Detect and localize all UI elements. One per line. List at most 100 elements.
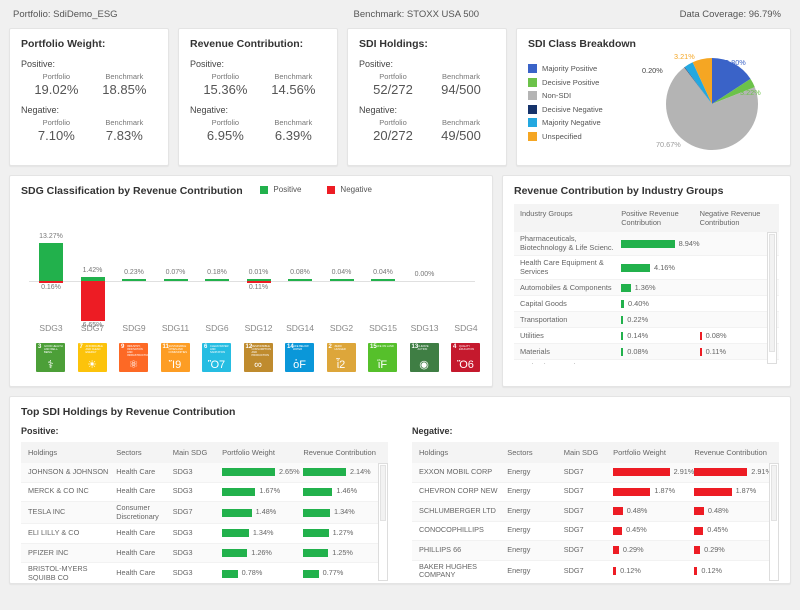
sdg-legend-item[interactable]: Negative	[327, 185, 372, 194]
sdg-goal-4-icon[interactable]: 4 QUALITY EDUCATION Ὅ6	[451, 343, 480, 372]
pie-legend-item[interactable]: Decisive Positive	[528, 76, 636, 90]
value-negative-portfolio: 6.95%	[206, 128, 244, 143]
table-row[interactable]: Utilities 0.14% 0.08%	[514, 328, 779, 345]
pie-legend-item[interactable]: Non-SDI	[528, 89, 636, 103]
value-positive-benchmark: 94/500	[441, 82, 481, 97]
negative-scrollbar[interactable]	[769, 463, 779, 581]
table-row[interactable]: ELI LILLY & CO Health Care SDG3 1.34% 1.27%	[21, 524, 388, 544]
sdg-goal-7-icon[interactable]: 7 AFFORDABLE AND CLEAN ENERGY ☀	[77, 343, 107, 372]
sdg-bar-group[interactable]: 0.04%	[322, 203, 362, 321]
legend-swatch-icon	[528, 118, 537, 128]
pie-value-label: 3.22%	[740, 88, 761, 97]
card-title: SDG Classification by Revenue Contributi…	[21, 185, 243, 197]
table-row[interactable]: EXXON MOBIL CORP Energy SDG7 2.91% 2.91%	[412, 463, 779, 483]
table-row[interactable]: Materials 0.08% 0.11%	[514, 344, 779, 361]
pie-slice[interactable]	[712, 78, 755, 104]
positive-bar	[621, 347, 624, 356]
pie-slice[interactable]	[684, 66, 712, 104]
sdg-category-label: SDG9	[122, 323, 146, 333]
table-row[interactable]: PHILLIPS 66 Energy SDG7 0.29% 0.29%	[412, 541, 779, 561]
sdg-goal-12-icon[interactable]: 12 RESPONSIBLE CONSUMPTION AND PRODUCTION…	[243, 343, 273, 372]
portfolio-weight-cell: 2.91%	[613, 467, 694, 477]
holding-name: PFIZER INC	[28, 547, 69, 557]
table-row[interactable]: SCHLUMBERGER LTD Energy SDG7 0.48% 0.48%	[412, 502, 779, 522]
sdg-goal-15-icon[interactable]: 15 LIFE ON LAND ἳF	[368, 343, 397, 372]
pie-legend-item[interactable]: Decisive Negative	[528, 103, 636, 117]
pie-slice[interactable]	[666, 67, 758, 150]
table-row[interactable]: Health Care Equipment & Services 4.16%	[514, 256, 779, 281]
positive-label: Positive:	[190, 59, 225, 69]
industry-scrollbar-thumb[interactable]	[769, 234, 775, 352]
positive-scrollbar-thumb[interactable]	[380, 465, 386, 521]
table-row[interactable]: TESLA INC Consumer Discretionary SDG7 1.48%…	[21, 502, 388, 525]
table-row[interactable]: Automobiles & Components 1.36%	[514, 280, 779, 297]
negative-bar	[699, 347, 702, 356]
industry-group-name: Technology Hardware & Equipment	[520, 363, 621, 364]
pie-slice[interactable]	[692, 58, 712, 104]
pie-slice[interactable]	[684, 62, 712, 104]
sdg-bar-group[interactable]: 13.27% 0.16%	[31, 203, 71, 321]
holding-name: MERCK & CO INC	[28, 486, 89, 496]
table-row[interactable]: Transportation 0.22%	[514, 312, 779, 329]
sdg-positive-value-label: 0.18%	[207, 269, 227, 276]
table-row[interactable]: CHEVRON CORP NEW Energy SDG7 1.87% 1.87%	[412, 483, 779, 502]
sdg-legend-label: Positive	[273, 185, 302, 194]
industry-scrollbar[interactable]	[767, 232, 777, 364]
holding-name: CHEVRON CORP NEW	[419, 486, 498, 496]
positive-bar	[621, 299, 624, 308]
sdg-goal-14-icon[interactable]: 14 LIFE BELOW WATER ὁF	[285, 343, 314, 372]
table-row[interactable]: Technology Hardware & Equipment0.03%	[514, 360, 779, 364]
table-row[interactable]: MERCK & CO INC Health Care SDG3 1.67% 1.46%	[21, 483, 388, 502]
sdg-bar-group[interactable]: 0.00%	[405, 203, 445, 321]
pie-slice[interactable]	[712, 58, 751, 104]
table-row[interactable]: CONOCOPHILLIPS Energy SDG7 0.45% 0.45%	[412, 522, 779, 541]
sdg-goal-13-icon[interactable]: 13 CLIMATE ACTION ◉	[409, 343, 439, 372]
revenue-contribution-value: 0.45%	[707, 525, 728, 535]
holding-name: EXXON MOBIL CORP	[419, 466, 493, 476]
value-positive-portfolio: 52/272	[373, 82, 413, 97]
sdg-bar-group[interactable]: 0.18%	[197, 203, 237, 321]
portfolio-weight-value: 2.65%	[278, 466, 300, 476]
portfolio-weight-bar	[222, 468, 275, 477]
metric-card-portfolio-weight: Portfolio Weight: Positive: Portfolio Ben…	[9, 28, 169, 166]
sdg-goal-2-icon[interactable]: 2 ZERO HUNGER ἷ2	[326, 343, 356, 372]
portfolio-weight-value: 1.34%	[252, 528, 274, 538]
pie-legend-item[interactable]: Unspecified	[528, 130, 636, 144]
pie-legend-label: Decisive Negative	[542, 104, 603, 114]
table-row[interactable]: Pharmaceuticals, Biotechnology & Life Sc…	[514, 232, 779, 257]
sdg-goal-3-icon[interactable]: 3 GOOD HEALTH AND WELL-BEING ⚕	[36, 343, 65, 372]
sdg-bar-group[interactable]: 0.04%	[363, 203, 403, 321]
positive-scrollbar[interactable]	[378, 463, 388, 581]
sdg-bar-group[interactable]: 0.23%	[114, 203, 154, 321]
sdg-positive-value-label: 0.23%	[124, 269, 144, 276]
sdg-bar-group[interactable]: 0.08%	[280, 203, 320, 321]
table-row[interactable]: BAKER HUGHES COMPANY Energy SDG7 0.12% 0.12%	[412, 561, 779, 582]
portfolio-weight-value: 1.26%	[251, 547, 272, 557]
sdg-bar-group[interactable]	[446, 203, 486, 321]
sdg-bar-group[interactable]: 1.42% 6.65%	[73, 203, 113, 329]
pie-legend-item[interactable]: Majority Negative	[528, 116, 636, 130]
legend-swatch-icon	[528, 64, 537, 74]
industry-group-name: Automobiles & Components	[520, 282, 612, 292]
sdg-bar-group[interactable]: 0.07%	[156, 203, 196, 321]
sdg-goal-6-icon[interactable]: 6 CLEAN WATER AND SANITATION Ὂ7	[202, 343, 231, 372]
table-row[interactable]: JOHNSON & JOHNSON Health Care SDG3 2.65% 2.1…	[21, 463, 388, 483]
table-row[interactable]: PFIZER INC Health Care SDG3 1.26% 1.25%	[21, 543, 388, 564]
sdg-bar-group[interactable]: 0.01% 0.11%	[239, 203, 279, 321]
positive-revenue-cell: 4.16%	[621, 263, 699, 272]
portfolio-weight-bar	[613, 487, 651, 496]
value-positive-benchmark: 18.85%	[102, 82, 147, 97]
column-header-holdings: Holdings	[28, 448, 58, 457]
pie-legend-label: Non-SDI	[542, 91, 572, 101]
table-row[interactable]: Capital Goods 0.40%	[514, 296, 779, 313]
sdg-legend-item[interactable]: Positive	[260, 185, 301, 194]
portfolio-weight-bar	[613, 507, 623, 516]
revenue-contribution-bar	[303, 569, 319, 578]
pie-legend-item[interactable]: Majority Positive	[528, 62, 636, 76]
negative-section-label: Negative:	[412, 426, 453, 436]
legend-swatch-icon	[327, 185, 336, 194]
negative-scrollbar-thumb[interactable]	[771, 465, 777, 521]
table-row[interactable]: BRISTOL-MYERS SQUIBB CO Health Care SDG3 0.…	[21, 563, 388, 581]
sdg-goal-11-icon[interactable]: 11 SUSTAINABLE CITIES AND COMMUNITIES Ἵ9	[160, 343, 190, 372]
